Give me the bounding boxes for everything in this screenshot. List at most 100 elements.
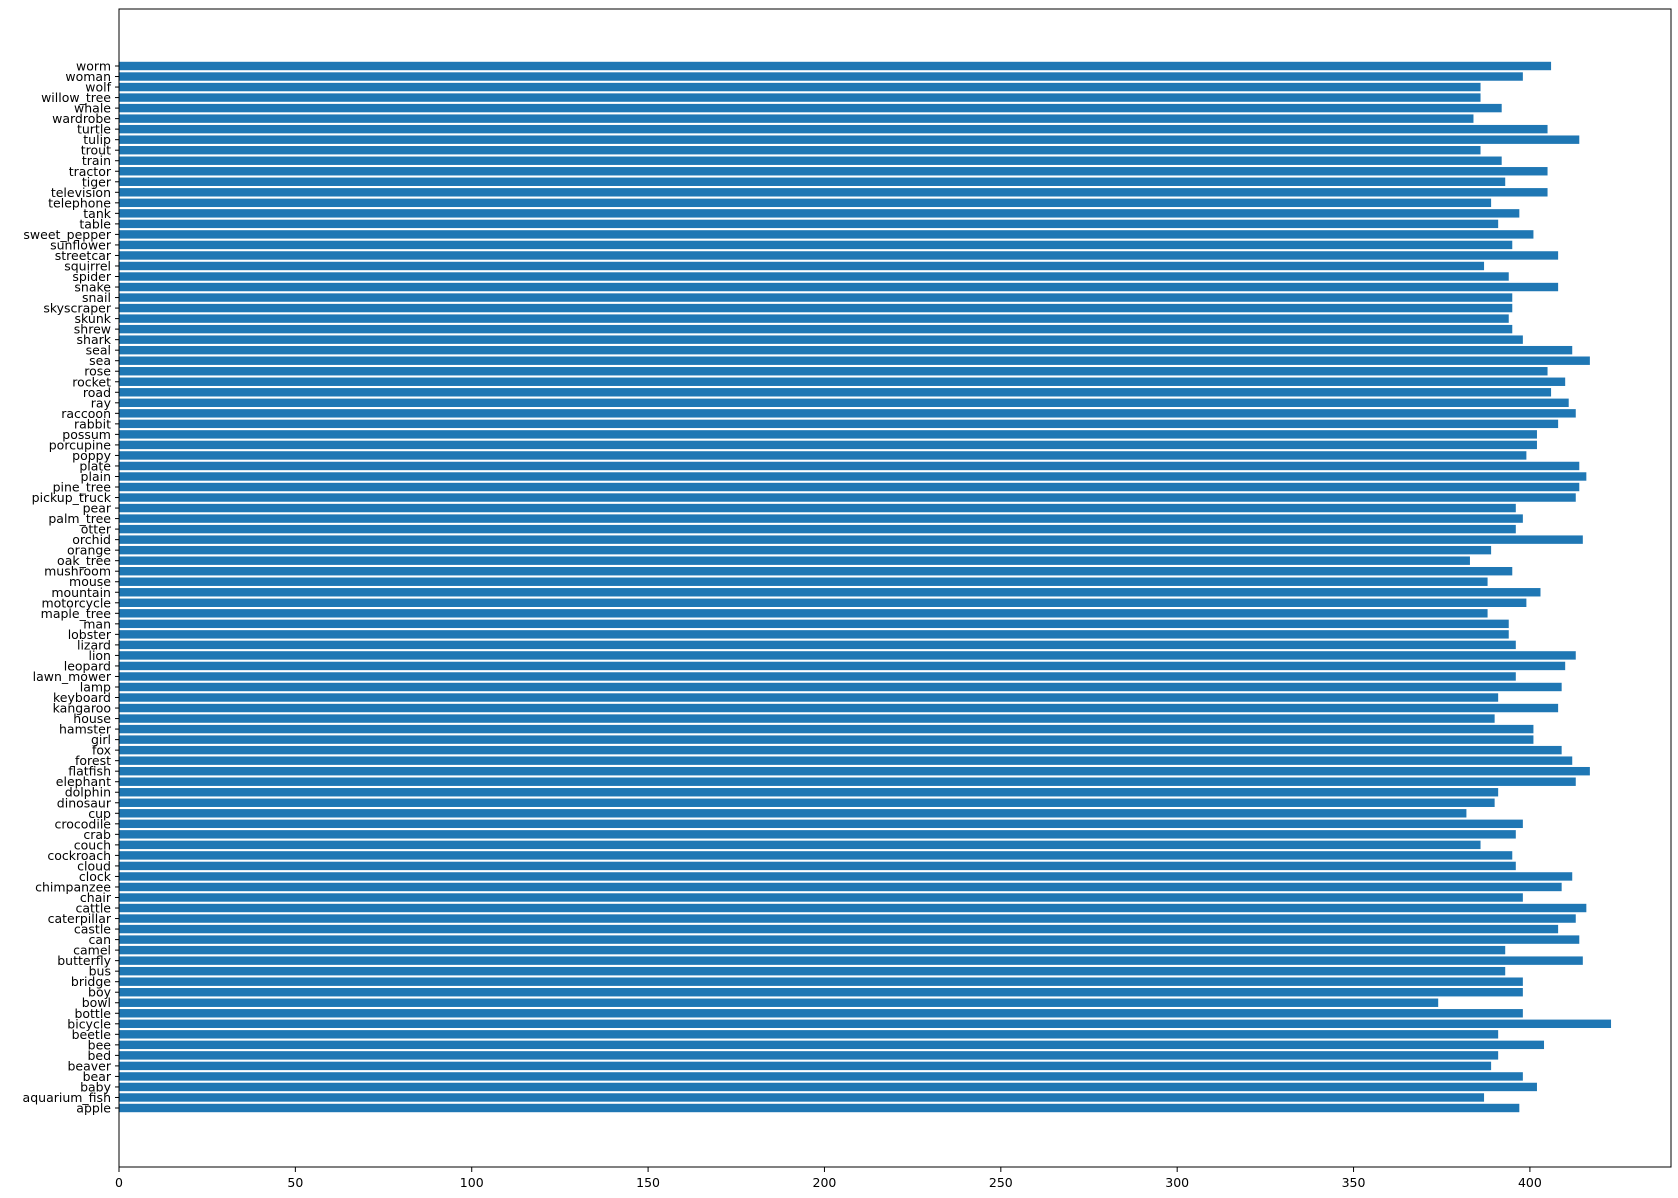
y-tick-label: streetcar bbox=[55, 248, 112, 263]
bar-lamp bbox=[119, 682, 1562, 692]
bar-crocodile bbox=[119, 819, 1523, 829]
y-tick-label: fox bbox=[92, 743, 111, 758]
bar-squirrel bbox=[119, 261, 1485, 271]
bar-streetcar bbox=[119, 251, 1559, 260]
bar-clock bbox=[119, 872, 1573, 881]
bar-man bbox=[119, 619, 1509, 629]
y-tick-label: dolphin bbox=[65, 785, 111, 800]
y-tick-label: train bbox=[82, 153, 111, 168]
y-tick-label: trout bbox=[81, 143, 111, 158]
y-tick-label: plain bbox=[81, 469, 111, 484]
bar-can bbox=[119, 935, 1580, 944]
bar-television bbox=[119, 188, 1548, 197]
y-tick-label: lizard bbox=[77, 637, 111, 652]
y-tick-label: apple bbox=[76, 1101, 111, 1116]
bar-shrew bbox=[119, 324, 1513, 334]
bar-pine_tree bbox=[119, 482, 1580, 492]
bar-bottle bbox=[119, 1009, 1523, 1018]
x-tick-label: 200 bbox=[813, 1175, 837, 1190]
bar-wardrobe bbox=[119, 114, 1474, 123]
y-tick-label: lion bbox=[88, 648, 111, 663]
y-tick-label: maple_tree bbox=[41, 606, 112, 621]
bar-snake bbox=[119, 282, 1559, 292]
bar-series bbox=[119, 61, 1612, 1113]
bar-crab bbox=[119, 830, 1516, 839]
bar-mouse bbox=[119, 577, 1488, 586]
bar-tank bbox=[119, 209, 1520, 218]
y-tick-label: wolf bbox=[85, 80, 111, 95]
y-tick-label: road bbox=[83, 385, 111, 400]
y-tick-label: worm bbox=[76, 59, 111, 74]
y-tick-label: castle bbox=[74, 922, 111, 937]
bar-worm bbox=[119, 61, 1552, 71]
bar-poppy bbox=[119, 451, 1527, 460]
y-tick-label: orange bbox=[67, 543, 111, 558]
bar-beaver bbox=[119, 1061, 1492, 1071]
bar-baby bbox=[119, 1082, 1537, 1092]
y-tick-label: bear bbox=[83, 1069, 112, 1084]
y-tick-label: boy bbox=[88, 985, 112, 1000]
bar-motorcycle bbox=[119, 598, 1527, 607]
bar-woman bbox=[119, 72, 1523, 81]
y-tick-label: beaver bbox=[67, 1058, 111, 1073]
bar-possum bbox=[119, 430, 1537, 439]
y-tick-label: sea bbox=[89, 353, 111, 368]
bar-dolphin bbox=[119, 788, 1499, 797]
bar-tiger bbox=[119, 177, 1506, 186]
bar-whale bbox=[119, 103, 1502, 113]
y-tick-label: whale bbox=[74, 101, 111, 116]
y-tick-label: raccoon bbox=[61, 406, 111, 421]
bar-bee bbox=[119, 1040, 1545, 1050]
y-tick-label: kangaroo bbox=[53, 701, 111, 716]
y-tick-label: shark bbox=[77, 332, 112, 347]
y-tick-label: dinosaur bbox=[57, 795, 112, 810]
bar-porcupine bbox=[119, 440, 1537, 450]
x-tick-label: 400 bbox=[1518, 1175, 1542, 1190]
x-tick-label: 250 bbox=[989, 1175, 1013, 1190]
x-axis: 0 50 100 150 200 250 300 350 400 bbox=[115, 1167, 1542, 1190]
bar-road bbox=[119, 388, 1552, 397]
bar-chimpanzee bbox=[119, 882, 1562, 892]
y-tick-label: palm_tree bbox=[48, 511, 111, 526]
y-tick-label: couch bbox=[74, 837, 111, 852]
y-tick-label: otter bbox=[81, 522, 112, 537]
bar-castle bbox=[119, 924, 1559, 934]
bar-tractor bbox=[119, 167, 1548, 176]
bar-apple bbox=[119, 1103, 1520, 1113]
y-tick-label: lawn_mower bbox=[33, 669, 112, 684]
y-tick-label: pine_tree bbox=[53, 480, 112, 495]
bar-camel bbox=[119, 945, 1506, 955]
bar-train bbox=[119, 156, 1502, 165]
bar-telephone bbox=[119, 198, 1492, 208]
bar-bus bbox=[119, 966, 1506, 976]
bar-fox bbox=[119, 745, 1562, 755]
y-tick-label: squirrel bbox=[64, 258, 111, 273]
bar-cattle bbox=[119, 903, 1587, 913]
bar-willow_tree bbox=[119, 93, 1481, 102]
bar-oak_tree bbox=[119, 556, 1470, 565]
x-tick-label: 0 bbox=[115, 1175, 123, 1190]
y-tick-label: oak_tree bbox=[57, 553, 111, 568]
bar-aquarium_fish bbox=[119, 1093, 1485, 1102]
y-tick-label: spider bbox=[72, 269, 112, 284]
bar-chair bbox=[119, 893, 1523, 902]
bar-spider bbox=[119, 272, 1509, 281]
bar-turtle bbox=[119, 124, 1548, 134]
bar-bed bbox=[119, 1051, 1499, 1060]
bar-ray bbox=[119, 398, 1569, 408]
y-tick-label: cloud bbox=[77, 858, 111, 873]
y-tick-label: skyscraper bbox=[43, 301, 112, 316]
bar-table bbox=[119, 219, 1499, 229]
bar-forest bbox=[119, 756, 1573, 765]
y-tick-label: rose bbox=[84, 364, 111, 379]
bar-rabbit bbox=[119, 419, 1559, 429]
y-tick-label: chair bbox=[80, 890, 112, 905]
y-tick-label: lamp bbox=[80, 679, 111, 694]
y-tick-label: leopard bbox=[64, 658, 111, 673]
y-tick-label: aquarium_fish bbox=[23, 1090, 111, 1105]
x-tick-label: 100 bbox=[460, 1175, 484, 1190]
bar-mountain bbox=[119, 588, 1541, 597]
plot-frame bbox=[118, 8, 1672, 1168]
y-tick-label: wardrobe bbox=[52, 111, 111, 126]
x-tick-label: 50 bbox=[287, 1175, 303, 1190]
